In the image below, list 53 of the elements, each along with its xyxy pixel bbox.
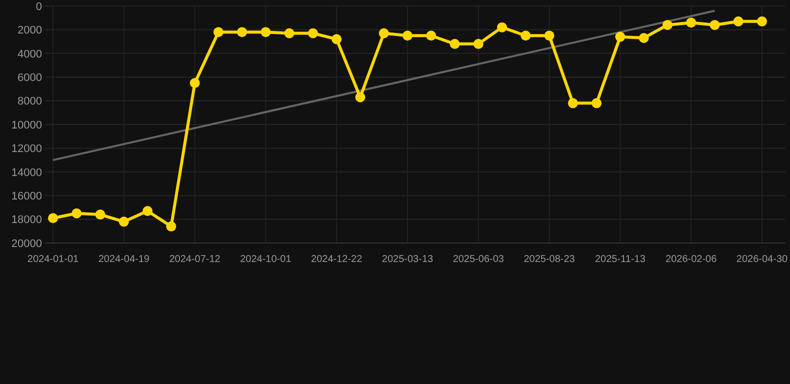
- point: [638, 32, 649, 43]
- x-tick-label: 2026-04-30: [736, 254, 788, 265]
- point: [190, 78, 200, 88]
- y-tick-label: 18000: [11, 214, 42, 226]
- point: [142, 206, 153, 216]
- x-tick-label: 2026-02-06: [666, 254, 718, 265]
- point: [733, 16, 744, 26]
- point: [95, 210, 106, 220]
- x-tick-label: 2024-07-12: [169, 254, 221, 265]
- point: [237, 27, 248, 38]
- x-tick-label: 2025-03-13: [382, 254, 434, 265]
- point: [710, 20, 720, 30]
- point: [48, 213, 58, 224]
- x-tick-label: 2024-12-22: [311, 254, 363, 265]
- y-tick-label: 0: [36, 0, 42, 13]
- point: [355, 92, 366, 102]
- y-tick-label: 12000: [11, 143, 42, 156]
- point: [473, 38, 484, 49]
- point: [260, 27, 271, 38]
- point: [544, 30, 554, 41]
- point: [497, 22, 508, 32]
- y-tick-label: 2000: [18, 24, 42, 37]
- y-tick-label: 16000: [11, 190, 42, 202]
- point: [118, 216, 129, 227]
- point: [615, 32, 626, 42]
- y-tick-label: 6000: [18, 72, 42, 84]
- x-tick-label: 2025-11-13: [594, 254, 646, 265]
- point: [686, 18, 696, 28]
- y-tick-label: 8000: [18, 96, 42, 108]
- point: [284, 28, 294, 38]
- y-tick-label: 20000: [11, 238, 42, 250]
- point: [757, 16, 767, 26]
- point: [426, 30, 436, 41]
- point: [402, 30, 412, 41]
- point: [662, 20, 672, 30]
- x-tick-label: 2024-10-01: [240, 254, 292, 265]
- y-tick-label: 4000: [18, 48, 42, 60]
- point: [520, 30, 531, 41]
- x-tick-label: 2025-08-23: [524, 254, 576, 265]
- point: [213, 27, 224, 38]
- point: [332, 34, 342, 44]
- y-tick-label: 10000: [11, 119, 42, 132]
- point: [72, 208, 82, 218]
- x-tick-label: 2024-04-19: [98, 254, 150, 265]
- x-tick-label: 2024-01-01: [27, 254, 80, 265]
- point: [450, 38, 460, 49]
- point: [308, 28, 318, 38]
- x-tick-label: 2025-06-03: [452, 254, 504, 265]
- point: [166, 221, 176, 232]
- point: [568, 98, 578, 108]
- point: [378, 28, 389, 38]
- point: [592, 98, 602, 108]
- y-tick-label: 14000: [11, 166, 42, 179]
